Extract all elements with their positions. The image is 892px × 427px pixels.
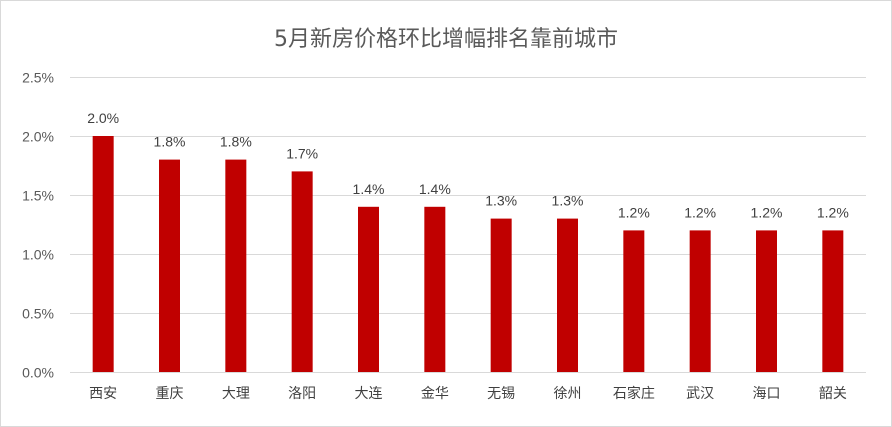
data-label: 1.7% [286,145,318,161]
y-tick-label: 1.0% [22,247,54,263]
bars [92,136,844,372]
data-label: 1.8% [154,134,186,150]
data-labels: 2.0% 1.8% 1.8% 1.7% 1.4% 1.4% 1.3% 1.3% 1.2% 1.2%… [87,110,849,220]
bar [225,159,247,372]
x-category-label: 金华 [421,386,449,402]
data-label: 1.3% [552,193,584,209]
y-tick-label: 1.5% [22,188,54,204]
bar [689,230,711,372]
bar [822,230,844,372]
data-label: 2.0% [87,110,119,126]
x-category-label: 韶关 [819,386,847,402]
x-category-label: 武汉 [686,386,714,402]
bar [159,159,180,372]
y-tick-label: 2.5% [22,70,54,86]
bar [756,230,777,372]
bar [291,171,313,372]
y-tick-label: 0.5% [22,306,54,322]
y-axis-ticks: 0.0% 0.5% 1.0% 1.5% 2.0% 2.5% [22,70,54,381]
chart-title: 5月新房价格环比增幅排名靠前城市 [274,27,618,52]
bar [92,136,114,372]
x-category-label: 徐州 [554,386,582,402]
bar [424,206,446,372]
bar [358,206,379,372]
x-category-label: 重庆 [156,386,184,402]
data-label: 1.4% [419,181,451,197]
y-tick-label: 2.0% [22,129,54,145]
data-label: 1.2% [684,204,716,220]
x-category-label: 大连 [355,386,383,402]
x-category-label: 海口 [753,386,781,402]
y-tick-label: 0.0% [22,365,54,381]
bar [557,218,578,372]
data-label: 1.3% [485,193,517,209]
x-category-label: 西安 [89,386,117,402]
x-category-label: 石家庄 [613,385,655,402]
x-category-label: 洛阳 [288,386,316,402]
x-category-label: 无锡 [487,386,515,402]
bar [623,230,645,372]
gridlines [70,77,866,373]
x-category-label: 大理 [222,386,250,402]
bar [490,218,512,372]
data-label: 1.4% [353,181,385,197]
data-label: 1.2% [817,204,849,220]
data-label: 1.2% [751,204,783,220]
x-axis-categories: 西安 重庆 大理 洛阳 大连 金华 无锡 徐州 石家庄 武汉 海口 韶关 [89,385,847,402]
data-label: 1.8% [220,134,252,150]
data-label: 1.2% [618,204,650,220]
